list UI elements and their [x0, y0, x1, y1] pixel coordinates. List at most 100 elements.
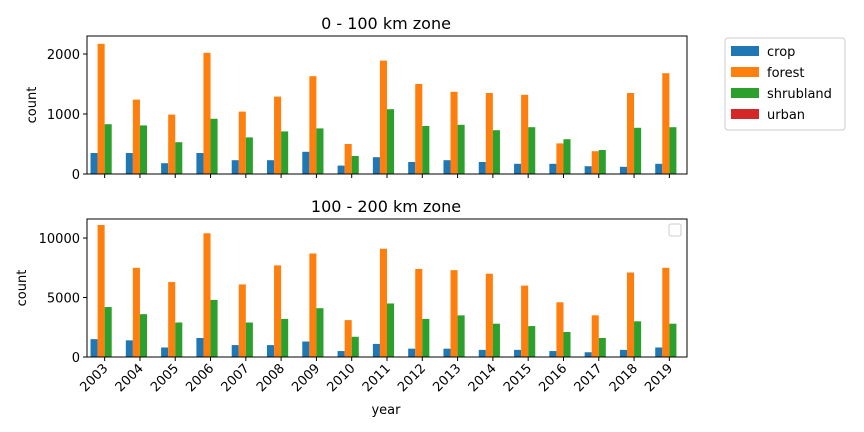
bar-series-0-2003 — [90, 339, 98, 357]
bar-series-0-2004 — [125, 340, 133, 357]
bar-series-2-2003 — [104, 307, 112, 357]
bar-crop-2012 — [408, 162, 416, 174]
bar-series-2-2012 — [422, 318, 430, 357]
bar-crop-2009 — [302, 151, 310, 174]
bar-series-2-2013 — [457, 315, 465, 357]
legend-label-shrubland: shrubland — [767, 87, 832, 102]
bar-shrubland-2017 — [598, 150, 606, 174]
bar-crop-2003 — [90, 153, 98, 174]
bar-series-1-2003 — [97, 224, 105, 357]
bar-series-2-2010 — [351, 336, 359, 357]
bar-series-1-2017 — [591, 315, 599, 357]
bar-shrubland-2015 — [528, 127, 536, 174]
bar-crop-2017 — [584, 166, 592, 174]
panel-0-100km: 0 - 100 km zone count 0 1000 2000 — [25, 14, 688, 183]
bar-series-2-2018 — [634, 321, 642, 357]
bar-series-0-2019 — [655, 347, 663, 357]
legend-label-forest: forest — [767, 66, 804, 81]
panel-0-ylabel: count — [25, 87, 40, 124]
bar-forest-2019 — [662, 73, 670, 174]
bar-shrubland-2011 — [387, 109, 395, 174]
bar-shrubland-2005 — [175, 142, 183, 174]
bar-series-1-2016 — [556, 302, 564, 357]
bar-shrubland-2012 — [422, 126, 430, 174]
bar-forest-2013 — [450, 91, 458, 174]
legend: crop forest shrubland urban — [724, 37, 846, 131]
bar-series-2-2017 — [598, 337, 606, 357]
bar-series-0-2012 — [408, 348, 416, 357]
panel-0-frame — [86, 35, 688, 175]
bar-crop-2018 — [619, 166, 627, 174]
bar-series-0-2008 — [267, 345, 275, 357]
bar-shrubland-2008 — [281, 131, 289, 174]
bar-series-2-2019 — [669, 323, 677, 357]
bar-series-1-2009 — [309, 253, 317, 357]
bar-series-0-2018 — [619, 349, 627, 357]
bar-series-1-2014 — [485, 273, 493, 357]
bar-shrubland-2013 — [457, 124, 465, 174]
bar-series-1-2018 — [627, 272, 635, 357]
legend-swatch-shrubland — [731, 88, 759, 98]
bar-series-0-2006 — [196, 337, 204, 357]
bar-forest-2015 — [521, 94, 529, 174]
panel-0-y-axis: 0 1000 2000 — [47, 48, 87, 183]
bar-series-2-2009 — [316, 308, 324, 357]
bar-series-0-2009 — [302, 341, 310, 357]
panel-1-bars — [90, 224, 677, 357]
bar-series-0-2015 — [514, 349, 522, 357]
panel-1-x-axis: 2003 2004 2005 2006 2007 2008 2009 2010 2011 2012… — [77, 357, 676, 395]
legend-label-crop: crop — [767, 45, 795, 60]
bar-crop-2006 — [196, 153, 204, 174]
panel-1-y-axis: 0 5000 10000 — [39, 232, 87, 366]
bar-forest-2005 — [168, 114, 176, 174]
panel-0-x-axis — [104, 174, 670, 178]
bar-shrubland-2003 — [104, 124, 112, 174]
bar-shrubland-2006 — [210, 118, 218, 174]
panel-1-xlabel: year — [371, 403, 401, 418]
bar-forest-2007 — [238, 111, 246, 174]
y-tick-label: 0 — [72, 168, 80, 183]
bar-crop-2004 — [125, 153, 133, 174]
bar-series-2-2008 — [281, 318, 289, 357]
x-tick-label: 2011 — [360, 361, 394, 395]
y-tick-label: 5000 — [47, 292, 80, 307]
bar-crop-2013 — [443, 160, 451, 174]
y-tick-label: 1000 — [47, 108, 80, 123]
bar-series-0-2011 — [372, 343, 380, 357]
y-tick-label: 0 — [72, 351, 80, 366]
x-tick-label: 2006 — [183, 361, 217, 395]
bar-forest-2004 — [132, 99, 140, 174]
bar-series-2-2007 — [245, 322, 253, 357]
bar-series-1-2004 — [132, 267, 140, 357]
bar-series-1-2012 — [415, 268, 423, 357]
bar-series-0-2016 — [549, 351, 557, 357]
bar-crop-2005 — [161, 163, 169, 174]
bar-series-1-2006 — [203, 233, 211, 357]
x-tick-label: 2012 — [395, 361, 429, 395]
bar-crop-2007 — [231, 160, 239, 174]
bar-shrubland-2019 — [669, 127, 677, 174]
bar-series-0-2005 — [161, 347, 169, 357]
x-tick-label: 2003 — [77, 361, 111, 395]
x-tick-label: 2017 — [572, 361, 606, 395]
bar-series-2-2015 — [528, 326, 536, 357]
bar-series-2-2006 — [210, 299, 218, 357]
bar-crop-2016 — [549, 163, 557, 174]
bar-forest-2006 — [203, 52, 211, 174]
bar-forest-2016 — [556, 143, 564, 174]
bar-series-1-2010 — [344, 320, 352, 357]
x-tick-label: 2013 — [430, 361, 464, 395]
x-tick-label: 2004 — [113, 361, 147, 395]
bar-shrubland-2016 — [563, 139, 571, 174]
bar-forest-2018 — [627, 93, 635, 174]
x-tick-label: 2005 — [148, 361, 182, 395]
bar-crop-2014 — [478, 162, 486, 174]
y-tick-label: 2000 — [47, 48, 80, 63]
bar-crop-2008 — [267, 160, 275, 174]
x-tick-label: 2016 — [536, 361, 570, 395]
bar-forest-2003 — [97, 43, 105, 174]
bar-series-0-2017 — [584, 352, 592, 357]
bar-crop-2019 — [655, 163, 663, 174]
bar-forest-2009 — [309, 76, 317, 174]
